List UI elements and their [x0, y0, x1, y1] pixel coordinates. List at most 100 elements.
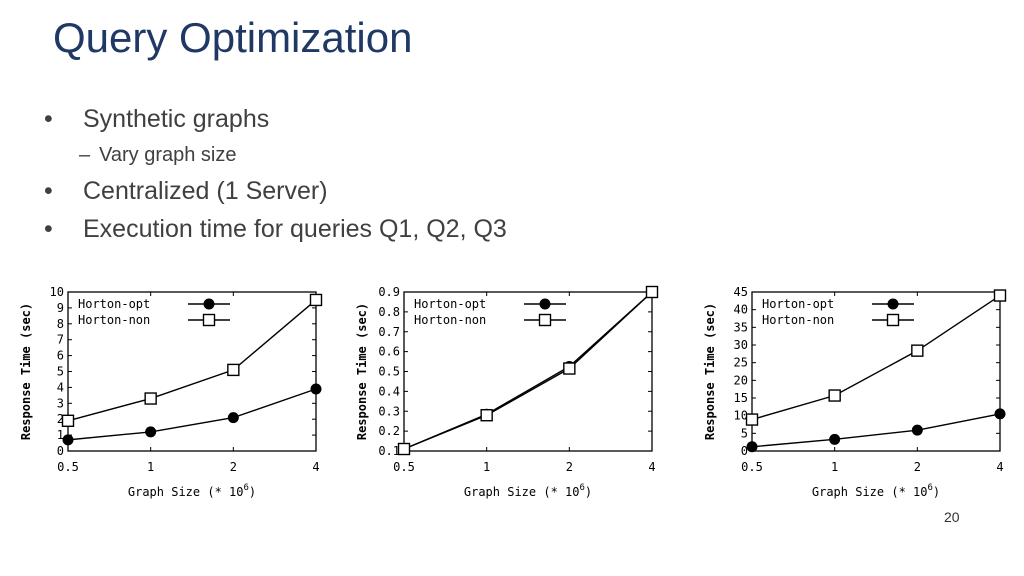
- x-tick-label: 0.5: [741, 460, 763, 474]
- x-axis-label: Graph Size (* 106): [128, 483, 256, 499]
- plot-frame: [751, 291, 1001, 452]
- chart-svg: 0 5 10 15 20 25 30 35 40 45 0.5 1 2 4 Graph Size (* 10…: [703, 285, 1007, 499]
- y-tick-label: 7: [57, 333, 64, 347]
- bullet-item: Centralized (1 Server): [44, 172, 744, 210]
- data-point-circle: [62, 434, 74, 446]
- y-tick-label: 35: [734, 320, 748, 334]
- data-point-circle: [227, 412, 239, 424]
- legend-label: Horton-non: [762, 313, 834, 327]
- legend-label: Horton-non: [78, 313, 150, 327]
- x-axis-label-text: ): [249, 485, 256, 499]
- sub-bullet-item: Vary graph size: [44, 138, 744, 172]
- legend-marker: [538, 313, 552, 327]
- y-tick-label: 20: [734, 373, 748, 387]
- y-tick-label: 30: [734, 338, 748, 352]
- legend-marker: [887, 298, 899, 310]
- page-number: 20: [944, 509, 960, 525]
- y-tick-label: 0.8: [378, 305, 400, 319]
- legend-marker: [202, 313, 216, 327]
- y-tick-label: 8: [57, 317, 64, 331]
- y-axis-label: Response Time (sec): [19, 303, 33, 440]
- y-tick-label: 40: [734, 303, 748, 317]
- y-tick-label: 10: [50, 285, 64, 299]
- data-point-square: [144, 392, 157, 405]
- slide-title: Query Optimization: [53, 14, 413, 61]
- y-tick-label: 1: [57, 428, 64, 442]
- x-tick-label: 4: [312, 460, 319, 474]
- bullet-item: Execution time for queries Q1, Q2, Q3: [44, 210, 744, 248]
- series-line: [67, 388, 317, 441]
- legend-label: Horton-non: [414, 313, 486, 327]
- y-tick-label: 5: [741, 426, 748, 440]
- y-tick-label: 9: [57, 301, 64, 315]
- data-point-square: [480, 409, 493, 422]
- y-tick-label: 0: [741, 444, 748, 458]
- y-axis-label: Response Time (sec): [703, 303, 717, 440]
- data-point-square: [645, 285, 659, 299]
- data-point-square: [227, 363, 240, 377]
- legend-label: Horton-opt: [414, 297, 486, 311]
- y-tick-label: 0: [57, 444, 64, 458]
- y-tick-label: 10: [734, 409, 748, 423]
- series-line: [751, 294, 1001, 421]
- y-tick-label: 0.6: [378, 345, 400, 359]
- x-axis-label: Graph Size (* 106): [812, 483, 940, 499]
- data-point-square: [397, 442, 411, 456]
- y-tick-label: 0.3: [378, 404, 400, 418]
- x-axis-label-text: Graph Size (* 10: [812, 485, 928, 499]
- y-tick-label: 4: [57, 380, 64, 394]
- x-tick-label: 4: [648, 460, 655, 474]
- data-point-circle: [911, 424, 923, 436]
- y-tick-label: 0.4: [378, 384, 400, 398]
- data-point-square: [61, 414, 75, 427]
- y-tick-label: 6: [57, 349, 64, 363]
- x-axis-label-superscript: 6: [243, 483, 248, 493]
- legend-label: Horton-opt: [78, 297, 150, 311]
- chart-svg: 0.1 0.2 0.3 0.4 0.5 0.6 0.7 0.8 0.9 0.5 1 2 4 Graph S…: [355, 285, 659, 499]
- data-point-square: [993, 289, 1007, 302]
- y-tick-label: 0.5: [378, 365, 400, 379]
- data-point-circle: [310, 383, 322, 395]
- data-point-square: [745, 413, 759, 426]
- data-point-square: [911, 344, 924, 357]
- x-tick-label: 1: [147, 460, 154, 474]
- x-tick-label: 0.5: [57, 460, 79, 474]
- x-tick-label: 2: [230, 460, 237, 474]
- y-tick-label: 3: [57, 396, 64, 410]
- legend-marker: [539, 298, 551, 310]
- chart-q3: 0 5 10 15 20 25 30 35 40 45 0.5 1 2 4 Graph Size (* 10…: [698, 280, 1024, 505]
- x-tick-label: 2: [914, 460, 921, 474]
- y-tick-label: 15: [734, 391, 748, 405]
- y-tick-label: 45: [734, 285, 748, 299]
- legend-marker: [886, 313, 900, 327]
- x-tick-label: 4: [996, 460, 1003, 474]
- y-tick-label: 0.7: [378, 325, 400, 339]
- data-point-square: [563, 362, 576, 375]
- x-axis-label-text: ): [585, 485, 592, 499]
- series-line: [403, 291, 653, 450]
- data-point-circle: [145, 426, 157, 438]
- y-tick-label: 0.1: [378, 444, 400, 458]
- x-tick-label: 1: [483, 460, 490, 474]
- data-point-circle: [746, 441, 758, 453]
- x-axis-label-text: ): [933, 485, 940, 499]
- series-line: [751, 413, 1001, 448]
- y-tick-label: 5: [57, 365, 64, 379]
- legend-marker: [203, 298, 215, 310]
- y-axis-label: Response Time (sec): [355, 303, 369, 440]
- x-axis-label-text: Graph Size (* 10: [128, 485, 244, 499]
- y-tick-label: 25: [734, 356, 748, 370]
- x-axis-label-text: Graph Size (* 10: [464, 485, 580, 499]
- legend-label: Horton-opt: [762, 297, 834, 311]
- x-tick-label: 0.5: [393, 460, 415, 474]
- data-point-square: [309, 293, 323, 307]
- y-tick-label: 2: [57, 412, 64, 426]
- series-line: [67, 299, 317, 422]
- data-point-circle: [829, 433, 841, 445]
- x-axis-label-superscript: 6: [927, 483, 932, 493]
- data-point-square: [828, 389, 841, 402]
- bullet-item: Synthetic graphs: [44, 100, 744, 138]
- chart-q1: 0 1 2 3 4 5 6 7 8 9 10 0.5 1 2 4 Graph Size (* 106) Resp…: [14, 280, 354, 505]
- chart-q2: 0.1 0.2 0.3 0.4 0.5 0.6 0.7 0.8 0.9 0.5 1 2 4 Graph S…: [350, 280, 690, 505]
